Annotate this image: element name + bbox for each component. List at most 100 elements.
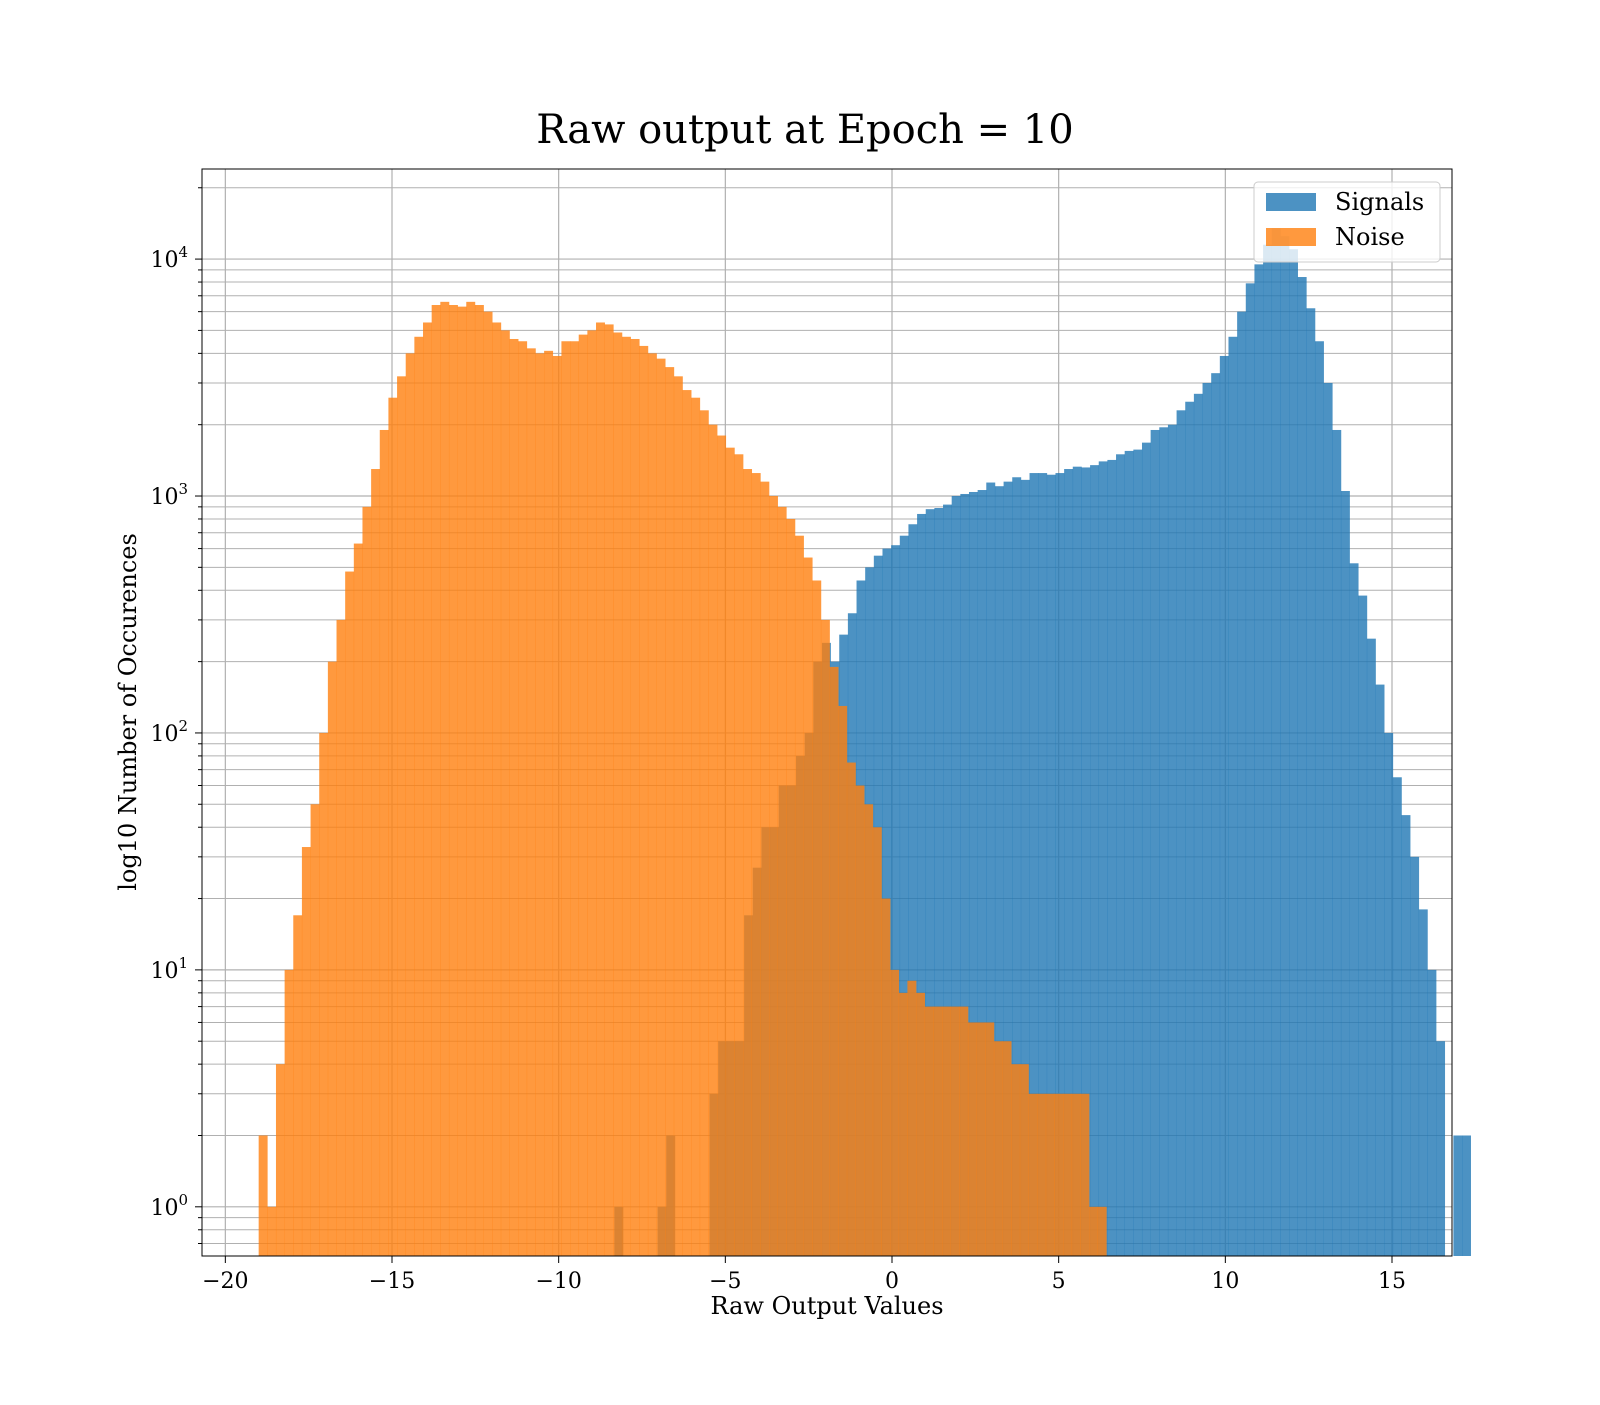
histogram-bar: [258, 1135, 268, 1256]
histogram-bar: [526, 348, 536, 1257]
histogram-bar: [621, 336, 631, 1256]
chart-title: Raw output at Epoch = 10: [536, 107, 1073, 153]
histogram-bar: [976, 1022, 986, 1256]
histogram-bar: [950, 1006, 960, 1256]
histogram-bar: [891, 545, 901, 1256]
histogram-bar: [1254, 264, 1264, 1257]
legend: Signals Noise: [1253, 181, 1441, 263]
histogram-bar: [794, 535, 804, 1256]
histogram-bar: [960, 493, 970, 1257]
histogram-bar: [423, 322, 432, 1256]
histogram-bar: [803, 557, 813, 1256]
histogram-bar: [1020, 479, 1030, 1256]
histogram-bar: [466, 301, 476, 1257]
x-tick-label: 5: [1052, 1269, 1066, 1294]
histogram-bar: [1271, 228, 1281, 1257]
histogram-bar: [1176, 410, 1186, 1256]
histogram-bar: [985, 1022, 995, 1256]
histogram-bar: [630, 338, 640, 1256]
histogram-bar: [500, 330, 510, 1256]
plot-frame: [201, 168, 1453, 1257]
histogram-bar: [1072, 466, 1082, 1256]
histogram-bar: [890, 969, 900, 1256]
x-tick-label: −15: [369, 1269, 415, 1294]
histogram-bar: [483, 311, 493, 1257]
histogram-bar: [959, 1006, 969, 1256]
legend-label-noise: Noise: [1335, 223, 1405, 251]
histogram-bar: [388, 397, 398, 1257]
x-tick-label: −20: [202, 1269, 248, 1294]
histogram-bar: [951, 496, 961, 1256]
histogram-bar: [570, 341, 580, 1257]
histogram-bar: [301, 847, 311, 1256]
histogram-bar: [457, 306, 467, 1256]
histogram-bar: [977, 490, 987, 1256]
histogram-bar: [1028, 1093, 1038, 1256]
histogram-bar: [1211, 373, 1221, 1256]
histogram-bar: [994, 486, 1004, 1256]
histogram-bar: [829, 666, 839, 1256]
histogram-bar: [986, 482, 996, 1256]
histogram-bar: [1133, 449, 1143, 1257]
legend-swatch-signals: [1266, 193, 1316, 211]
histogram-bar: [1462, 1135, 1471, 1256]
histogram-bar: [1167, 424, 1177, 1256]
histogram-bar: [604, 324, 614, 1257]
histogram-bar: [492, 322, 502, 1256]
histogram-bar: [1045, 1093, 1055, 1256]
histogram-bar: [474, 305, 484, 1256]
histogram-bar: [1012, 477, 1022, 1257]
histogram-bar: [509, 338, 519, 1256]
histogram-bar: [898, 992, 908, 1256]
histogram-bar: [639, 345, 649, 1256]
histogram-bar: [1019, 1064, 1029, 1256]
histogram-bar: [1280, 236, 1290, 1256]
histogram-bar: [1384, 732, 1394, 1256]
histogram-bar: [1366, 638, 1376, 1256]
histogram-bar: [1410, 856, 1420, 1256]
histogram-bar: [708, 424, 718, 1256]
histogram-bar: [1185, 401, 1195, 1257]
y-tick-label: 100: [150, 1191, 188, 1221]
histogram-bar: [267, 1206, 277, 1256]
histogram-bar: [881, 898, 891, 1256]
series-signals: [614, 228, 1471, 1257]
histogram-bar: [717, 435, 727, 1256]
histogram-bar: [942, 1006, 951, 1256]
histogram-bar: [362, 506, 372, 1256]
histogram-bar: [1150, 429, 1160, 1257]
histogram-bar: [1349, 563, 1359, 1256]
legend-swatch-noise: [1266, 228, 1316, 246]
histogram-bar: [440, 301, 450, 1257]
y-tick-label: 102: [150, 717, 188, 747]
histogram-bar: [855, 785, 865, 1256]
y-tick-label: 103: [150, 480, 188, 510]
histogram-bar: [1037, 1093, 1047, 1256]
histogram-bar: [968, 491, 978, 1256]
histogram-bar: [907, 980, 917, 1256]
histogram-bar: [1064, 469, 1074, 1256]
histogram-bar: [1332, 429, 1342, 1257]
histogram-bar: [917, 513, 927, 1256]
histogram-bar: [846, 762, 856, 1256]
histogram-bar: [414, 336, 424, 1256]
histogram-bar: [293, 915, 303, 1256]
histogram-bar: [1323, 382, 1333, 1256]
histogram-bar: [1263, 244, 1273, 1256]
histogram-bar: [786, 518, 796, 1256]
histogram-bar: [665, 367, 675, 1256]
histogram-bar: [812, 580, 822, 1256]
histogram-bar: [319, 732, 329, 1256]
histogram-bar: [371, 469, 381, 1256]
histogram-bar: [379, 429, 389, 1257]
histogram-bar: [1098, 461, 1108, 1257]
histogram-bar: [924, 1006, 934, 1256]
x-tick-label: 10: [1211, 1269, 1239, 1294]
histogram-bar: [1340, 490, 1350, 1256]
histogram-bar: [552, 355, 562, 1256]
series-noise: [258, 301, 1107, 1257]
ticks-layer: −20 −15 −10 −5 0 5 10 15 100 101 102 103 104: [150, 187, 1406, 1294]
histogram-bar: [777, 506, 787, 1256]
